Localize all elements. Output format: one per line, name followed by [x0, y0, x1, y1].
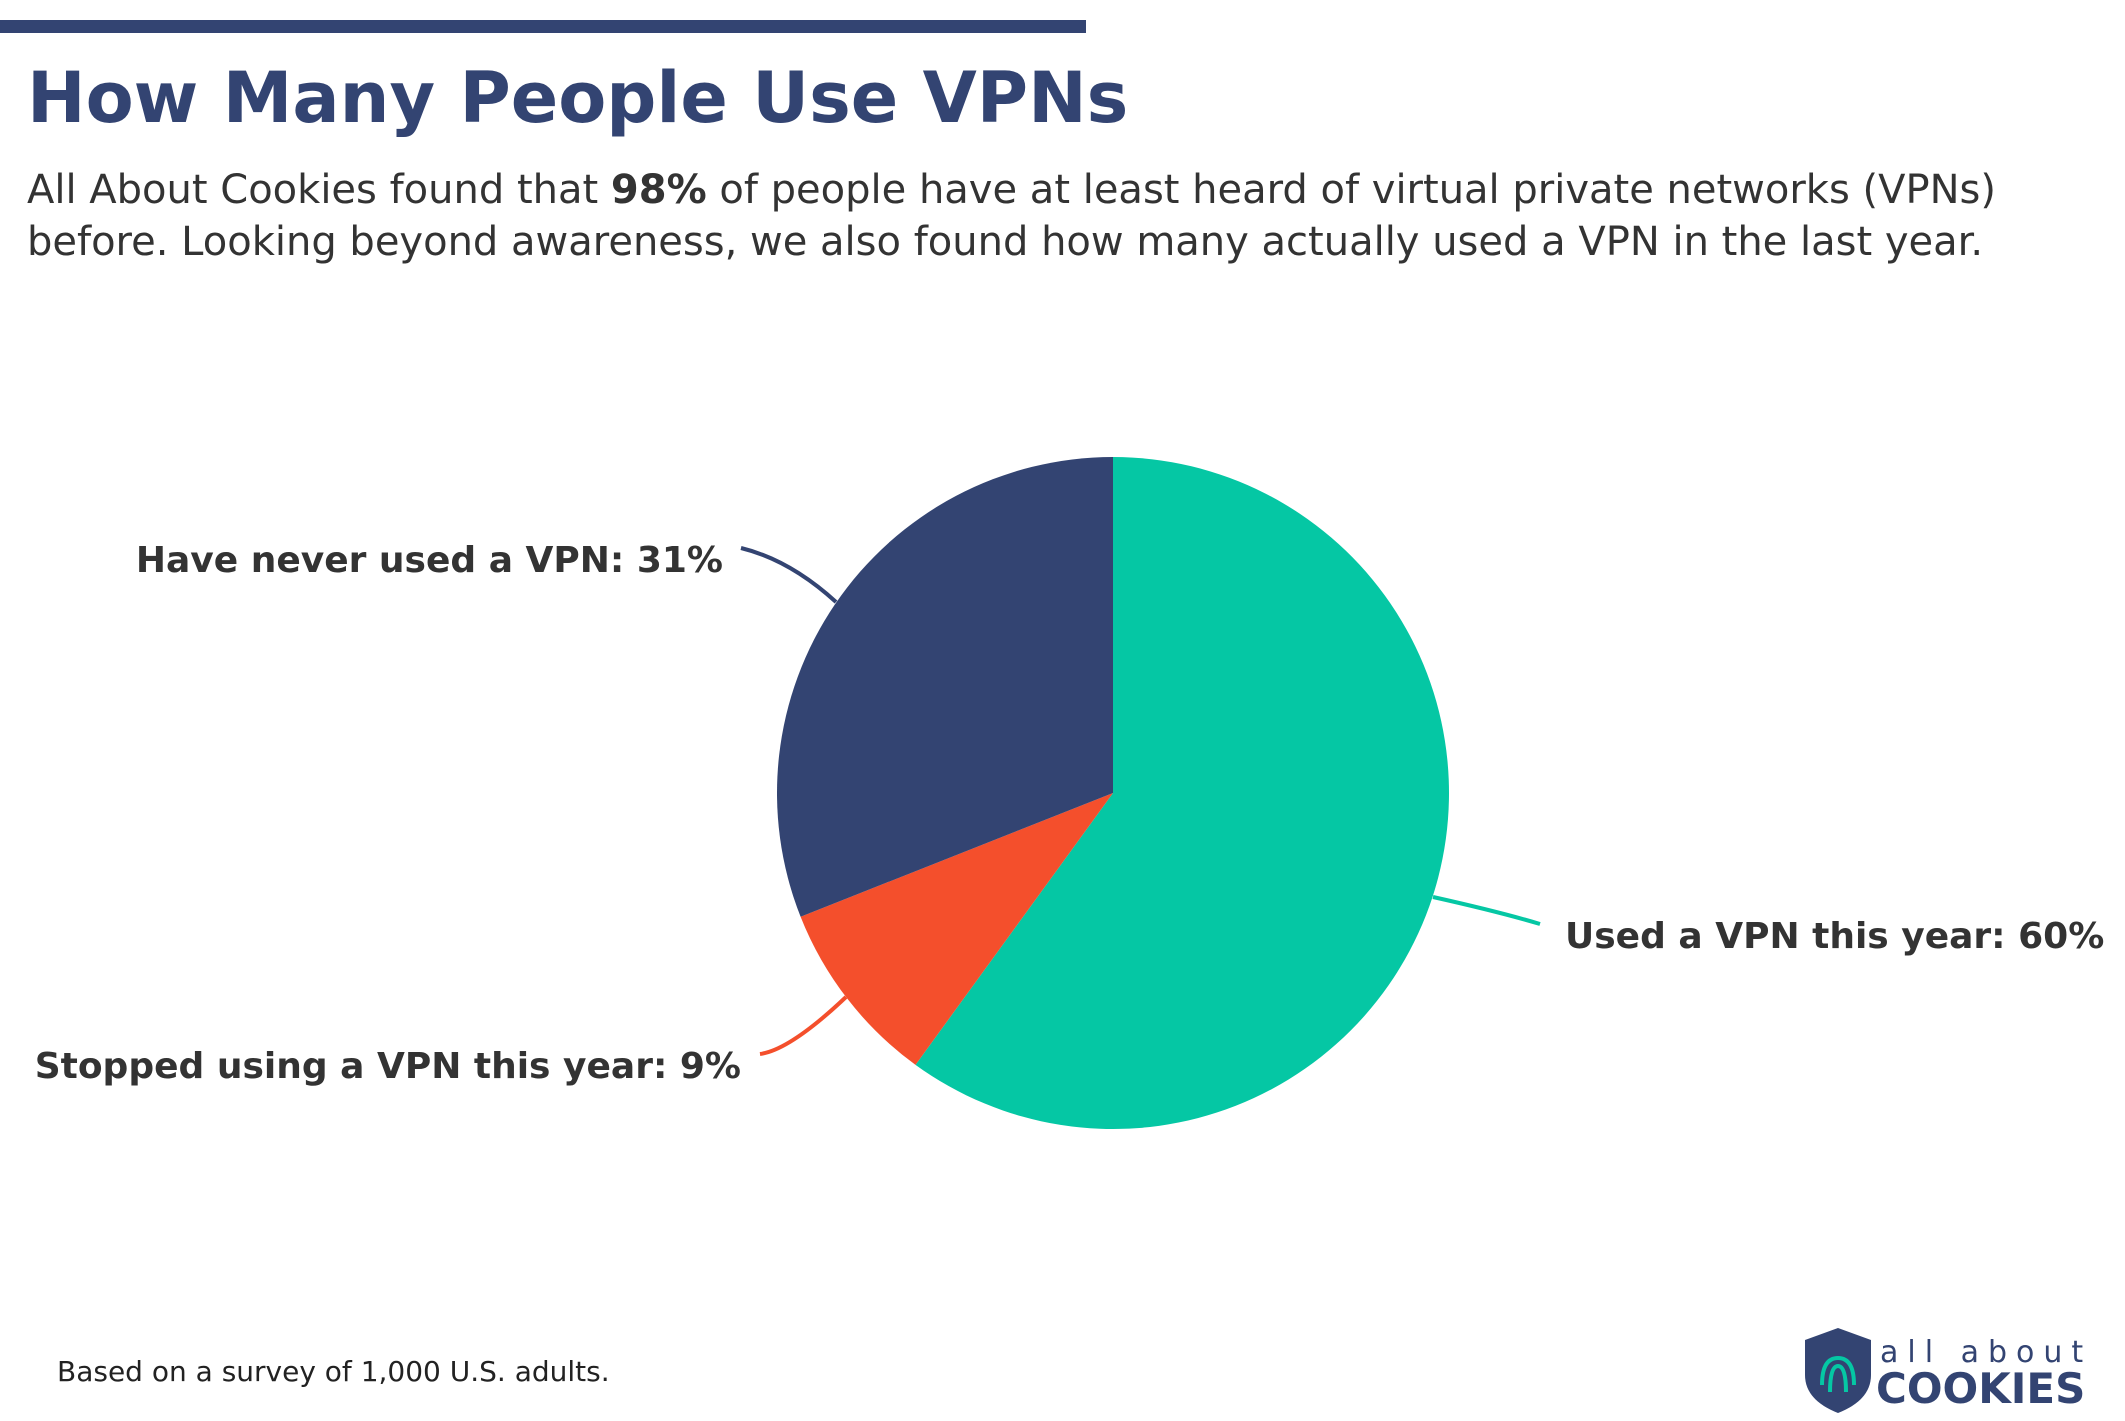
chart-title: How Many People Use VPNs	[27, 57, 1128, 139]
pie-slice	[800, 793, 1113, 1065]
logo: all about COOKIES	[1805, 1328, 2092, 1413]
footnote: Based on a survey of 1,000 U.S. adults.	[57, 1355, 610, 1388]
pie-slice	[777, 457, 1113, 917]
subtitle-part: of people have at least heard of virtual…	[707, 167, 1996, 213]
subtitle-part: before. Looking beyond awareness, we als…	[27, 219, 1983, 265]
leader-line	[740, 546, 838, 604]
subtitle-bold: 98%	[611, 167, 707, 213]
logo-bottom: COOKIES	[1876, 1364, 2085, 1413]
subtitle: All About Cookies found that 98% of peop…	[27, 167, 1996, 265]
slice-label: Used a VPN this year: 60%	[1565, 916, 2104, 957]
top-bar	[0, 20, 1086, 33]
logo-shield	[1805, 1328, 1871, 1413]
pie-slice	[915, 457, 1450, 1129]
slice-label: Have never used a VPN: 31%	[136, 540, 723, 581]
leader-line	[759, 995, 848, 1056]
logo-top: all about	[1880, 1335, 2092, 1370]
logo-print	[1820, 1355, 1856, 1393]
subtitle-part: All About Cookies found that	[27, 167, 611, 213]
leader-line	[1432, 895, 1541, 926]
slice-label: Stopped using a VPN this year: 9%	[35, 1046, 741, 1087]
